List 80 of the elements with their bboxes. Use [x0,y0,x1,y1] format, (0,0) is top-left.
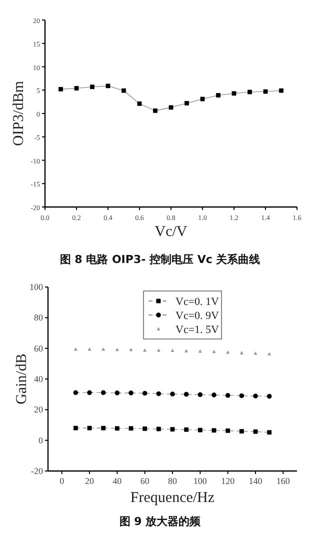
point [128,390,134,396]
text: 图 8 电路 OIP3- 控制电压 Vc 关系曲线 [60,253,260,266]
point [73,390,78,396]
point [268,352,272,356]
point [239,429,244,434]
point [74,347,78,351]
x-tick-label: 160 [276,476,290,486]
point [129,348,133,352]
text: 图 9 放大器的频 [119,515,202,528]
point [142,390,148,396]
point [88,347,92,351]
x-tick-label: 0 [60,476,65,486]
point [128,426,134,431]
point [198,349,202,353]
point [184,392,189,397]
x-tick-label: 40 [112,476,122,486]
point [253,429,258,434]
y-axis-title: Gain/dB [14,354,30,404]
point [87,390,92,396]
x-tick-label: 100 [193,476,208,486]
point [122,88,126,93]
x-tick-label: 80 [168,476,178,486]
point [168,105,174,110]
point [114,390,120,396]
point [114,426,120,431]
point [100,390,106,396]
point [58,86,63,92]
point [212,350,216,354]
y-tick-label: 0 [38,435,44,446]
point [232,91,236,96]
point [74,86,79,90]
legend-label: Vc=1. 5V [176,324,220,336]
point [115,348,119,352]
point [279,88,284,93]
point [156,391,162,396]
point [90,84,94,90]
point [266,394,272,399]
x-tick-label: 120 [221,476,236,486]
point [216,93,220,98]
point [73,426,78,430]
point [254,351,258,355]
point [184,427,189,432]
x-tick-label: 20 [85,476,94,486]
point [248,90,252,94]
x-axis-title: Vc/V [154,224,188,240]
legend-label: Vc=0. 9V [176,310,220,322]
point [240,350,244,354]
point [239,393,244,398]
point [170,392,175,396]
x-axis-title: Frequence/Hz [130,490,215,506]
point [198,428,202,432]
x-tick-label: 60 [140,476,150,486]
point [170,348,174,352]
y-tick-label: 80 [34,312,44,323]
point [142,426,148,431]
point [170,427,175,432]
y-tick-label: 20 [34,404,44,415]
point [184,348,188,352]
point [212,392,216,398]
x-tick-label: 140 [248,476,263,486]
point [87,426,92,430]
y-tick-label: 40 [34,374,44,384]
legend-label: Vc=0. 1V [176,296,220,308]
point [198,392,203,398]
point [226,428,230,433]
point [225,393,230,398]
point [137,101,142,106]
point [156,426,161,432]
point [184,101,189,106]
y-tick-label: -20 [31,466,44,476]
point [102,347,106,351]
point [106,84,110,88]
y-tick-label: 100 [30,282,44,292]
y-axis-title: OIP3/dBm [11,80,27,146]
y-tick-label: 60 [34,343,44,354]
point [267,430,272,435]
point [101,426,106,430]
point [212,428,216,433]
point [253,394,258,398]
point [153,108,158,113]
